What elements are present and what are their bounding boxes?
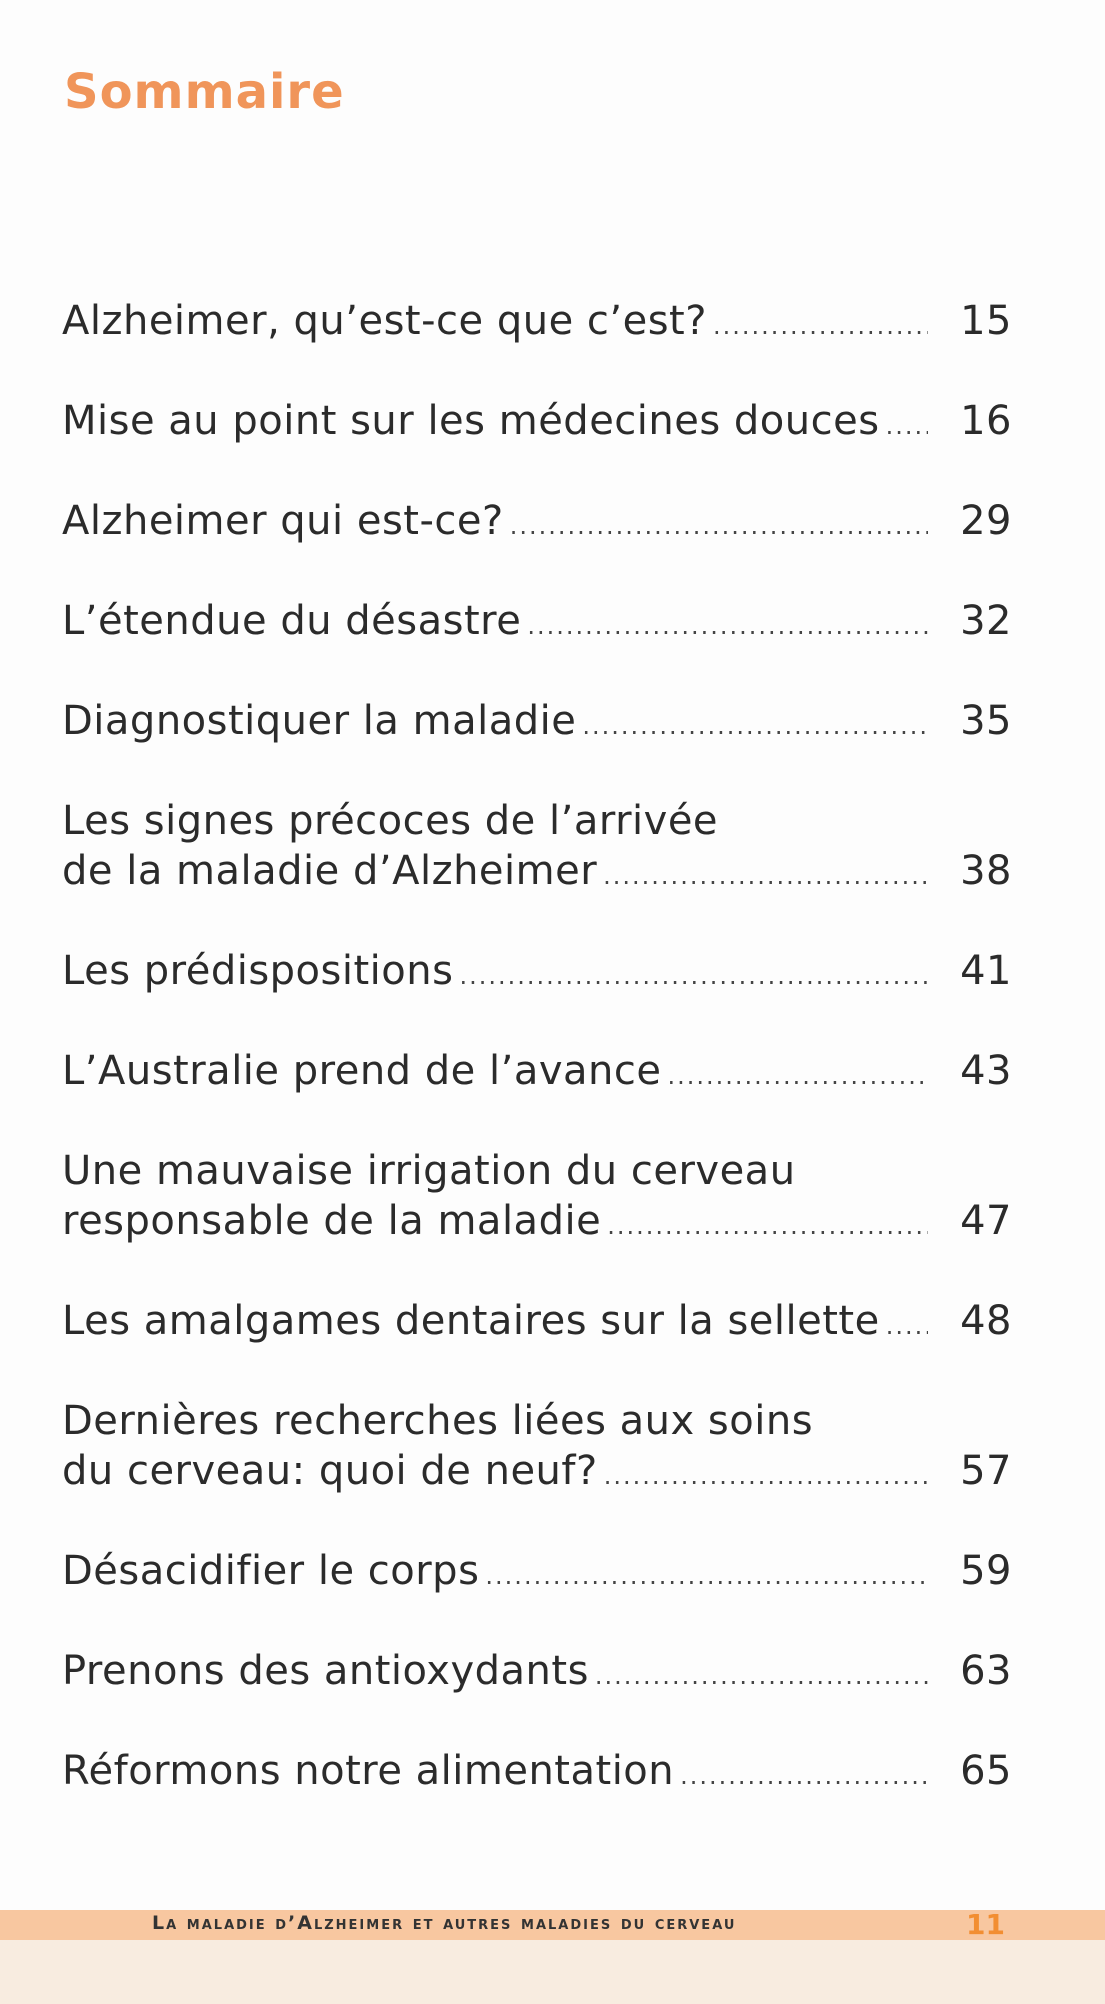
toc-entry-label: L’étendue du désastre xyxy=(62,598,522,644)
dot-leader xyxy=(582,701,928,751)
dot-leader xyxy=(607,1201,928,1251)
toc-entry-page: 57 xyxy=(960,1448,1012,1494)
toc-entry-page: 29 xyxy=(960,498,1012,544)
toc-entry: Alzheimer, qu’est-ce que c’est? 15 xyxy=(62,296,1012,351)
toc-entry-page: 32 xyxy=(960,598,1012,644)
toc-entry: Une mauvaise irrigation du cerveau respon… xyxy=(62,1146,1012,1251)
dot-leader xyxy=(603,851,928,901)
page-title: Sommaire xyxy=(64,64,345,120)
toc-entry: Les signes précoces de l’arrivée de la ma… xyxy=(62,796,1012,901)
toc-entry-label-line: Dernières recherches liées aux soins xyxy=(62,1398,814,1444)
toc-entry-page: 43 xyxy=(960,1048,1012,1094)
dot-leader xyxy=(459,951,928,1001)
toc-entry-label: Alzheimer, qu’est-ce que c’est? xyxy=(62,298,707,344)
toc-entry-page: 63 xyxy=(960,1648,1012,1694)
running-title: La maladie d’Alzheimer et autres maladie… xyxy=(152,1912,737,1934)
toc-entry-label: Mise au point sur les médecines douces xyxy=(62,398,880,444)
toc-entry: Diagnostiquer la maladie 35 xyxy=(62,696,1012,751)
dot-leader xyxy=(886,401,928,451)
footer-band xyxy=(0,1910,1105,1940)
toc-entry: Les prédispositions 41 xyxy=(62,946,1012,1001)
dot-leader xyxy=(485,1551,928,1601)
toc-entry-label: du cerveau: quoi de neuf? xyxy=(62,1448,598,1494)
toc-entry-label: Diagnostiquer la maladie xyxy=(62,698,577,744)
dot-leader xyxy=(595,1651,928,1701)
toc-entry: Prenons des antioxydants 63 xyxy=(62,1646,1012,1701)
toc-entry: Alzheimer qui est-ce? 29 xyxy=(62,496,1012,551)
dot-leader xyxy=(886,1301,928,1351)
toc-entry: Mise au point sur les médecines douces 16 xyxy=(62,396,1012,451)
dot-leader xyxy=(680,1751,928,1801)
toc-entry: L’étendue du désastre 32 xyxy=(62,596,1012,651)
dot-leader xyxy=(667,1051,928,1101)
toc-entry-page: 15 xyxy=(960,298,1012,344)
toc-entry-label: L’Australie prend de l’avance xyxy=(62,1048,662,1094)
toc-entry-label: Réformons notre alimentation xyxy=(62,1748,675,1794)
toc-entry: Réformons notre alimentation 65 xyxy=(62,1746,1012,1801)
toc-entry-page: 48 xyxy=(960,1298,1012,1344)
toc-entry-label: de la maladie d’Alzheimer xyxy=(62,848,598,894)
toc-entry-label-line: Une mauvaise irrigation du cerveau xyxy=(62,1148,796,1194)
toc-entry-page: 59 xyxy=(960,1548,1012,1594)
toc-entry-page: 47 xyxy=(960,1198,1012,1244)
dot-leader xyxy=(713,301,928,351)
toc-entry-page: 41 xyxy=(960,948,1012,994)
toc-entry-label: Les amalgames dentaires sur la sellette xyxy=(62,1298,880,1344)
toc-entry-page: 16 xyxy=(960,398,1012,444)
toc-entry-page: 35 xyxy=(960,698,1012,744)
dot-leader xyxy=(527,601,928,651)
footer-margin xyxy=(0,1940,1105,2004)
toc-entry-label-line: Les signes précoces de l’arrivée xyxy=(62,798,719,844)
page-number: 11 xyxy=(966,1908,1005,1941)
dot-leader xyxy=(510,501,928,551)
toc-entry-label: Prenons des antioxydants xyxy=(62,1648,589,1694)
toc-entry-label: Les prédispositions xyxy=(62,948,454,994)
toc-entry: Les amalgames dentaires sur la sellette 4… xyxy=(62,1296,1012,1351)
toc-entry-label: Alzheimer qui est-ce? xyxy=(62,498,504,544)
toc-entry-label: Désacidifier le corps xyxy=(62,1548,480,1594)
toc-entry-page: 38 xyxy=(960,848,1012,894)
dot-leader xyxy=(604,1451,928,1501)
toc-entry: Désacidifier le corps 59 xyxy=(62,1546,1012,1601)
toc-entry-label: responsable de la maladie xyxy=(62,1198,602,1244)
toc-entry: Dernières recherches liées aux soins du c… xyxy=(62,1396,1012,1501)
toc-entry-page: 65 xyxy=(960,1748,1012,1794)
toc-entry: L’Australie prend de l’avance 43 xyxy=(62,1046,1012,1101)
